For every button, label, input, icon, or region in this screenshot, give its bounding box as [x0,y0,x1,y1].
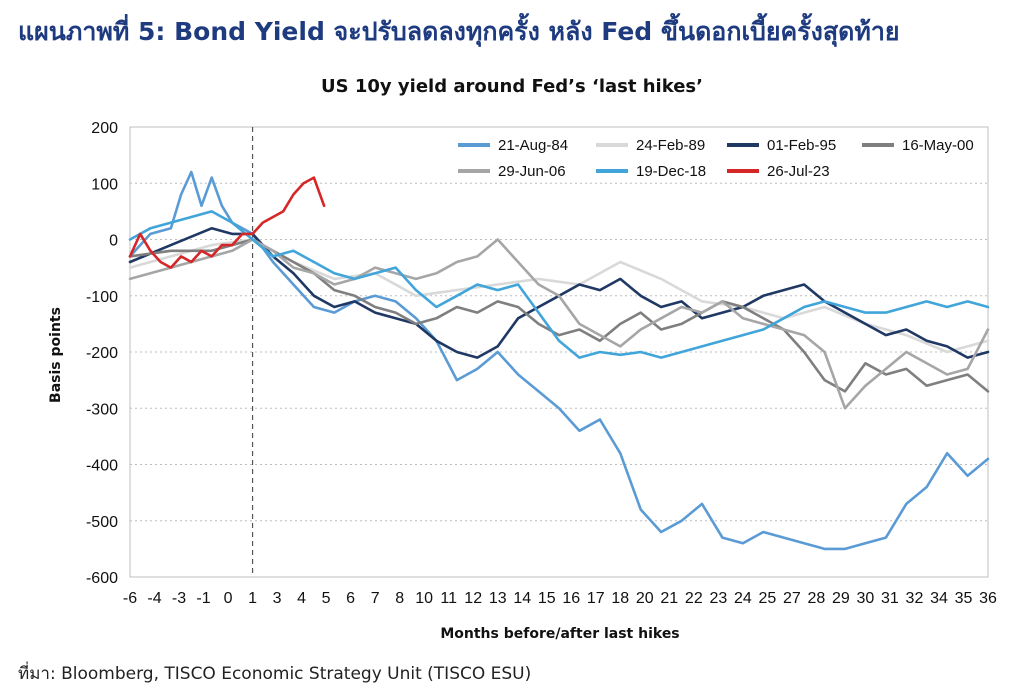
legend-label: 19-Dec-18 [636,163,706,180]
x-tick-label: 23 [709,590,727,607]
x-tick-label: 22 [685,590,703,607]
x-tick-label: 10 [415,590,433,607]
chart-title: US 10y yield around Fed’s ‘last hikes’ [321,76,703,97]
x-tick-label: 20 [636,590,654,607]
x-tick-label: 24 [734,590,752,607]
x-tick-label: 17 [587,590,605,607]
x-tick-label: 30 [857,590,875,607]
x-axis-label: Months before/after last hikes [440,626,679,642]
x-tick-label: 0 [224,590,233,607]
legend-label: 01-Feb-95 [767,137,836,154]
source-note: ที่มา: Bloomberg, TISCO Economic Strateg… [18,664,532,684]
x-tick-label: 14 [513,590,531,607]
series-line [128,176,326,269]
y-tick-label: 100 [91,176,118,193]
series-line [128,238,990,410]
x-tick-label: 4 [297,590,306,607]
series-line [128,227,990,359]
x-tick-label: 15 [538,590,556,607]
x-tick-label: -1 [196,590,210,607]
y-tick-label: -600 [86,570,118,587]
page-title: แผนภาพที่ 5: Bond Yield จะปรับลดลงทุกครั… [18,17,900,46]
x-tick-label: 25 [758,590,776,607]
x-tick-label: 35 [955,590,973,607]
y-tick-label: 0 [109,233,118,250]
x-tick-label: 12 [464,590,482,607]
x-tick-label: 5 [322,590,331,607]
x-tick-label: 36 [979,590,997,607]
x-tick-label: -4 [147,590,161,607]
x-tick-label: 21 [660,590,678,607]
legend-label: 16-May-00 [902,137,974,154]
grid-lines [129,126,989,578]
series-line [128,210,990,359]
x-tick-label: 3 [273,590,282,607]
x-tick-label: -6 [123,590,137,607]
x-tick-label: 16 [562,590,580,607]
y-tick-label: -400 [86,458,118,475]
legend: 21-Aug-84 24-Feb-89 01-Feb-95 16-May-00 29-J… [458,137,974,180]
legend-label: 29-Jun-06 [498,163,566,180]
x-tick-label: 6 [346,590,355,607]
x-tick-label: -3 [172,590,186,607]
x-tick-label: 34 [930,590,948,607]
x-tick-label: 1 [248,590,257,607]
x-tick-label: 11 [440,590,457,607]
series-line [128,238,990,393]
x-tick-label: 13 [489,590,507,607]
x-tick-label: 27 [783,590,801,607]
x-tick-label: 18 [611,590,629,607]
legend-label: 21-Aug-84 [498,137,568,154]
legend-label: 24-Feb-89 [636,137,705,154]
series-line [128,170,990,551]
y-tick-label: -300 [86,401,118,418]
y-tick-label: 200 [91,120,118,137]
x-tick-label: 8 [395,590,404,607]
legend-label: 26-Jul-23 [767,163,830,180]
y-axis-label: Basis points [48,307,64,403]
y-tick-label: -100 [86,289,118,306]
x-tick-label: 28 [808,590,826,607]
x-tick-label: 32 [906,590,924,607]
series-lines [128,170,990,551]
x-tick-label: 29 [832,590,850,607]
plot-area [129,126,989,578]
y-tick-label: -500 [86,514,118,531]
x-tick-label: 31 [881,590,899,607]
y-tick-label: -200 [86,345,118,362]
x-tick-label: 7 [371,590,380,607]
